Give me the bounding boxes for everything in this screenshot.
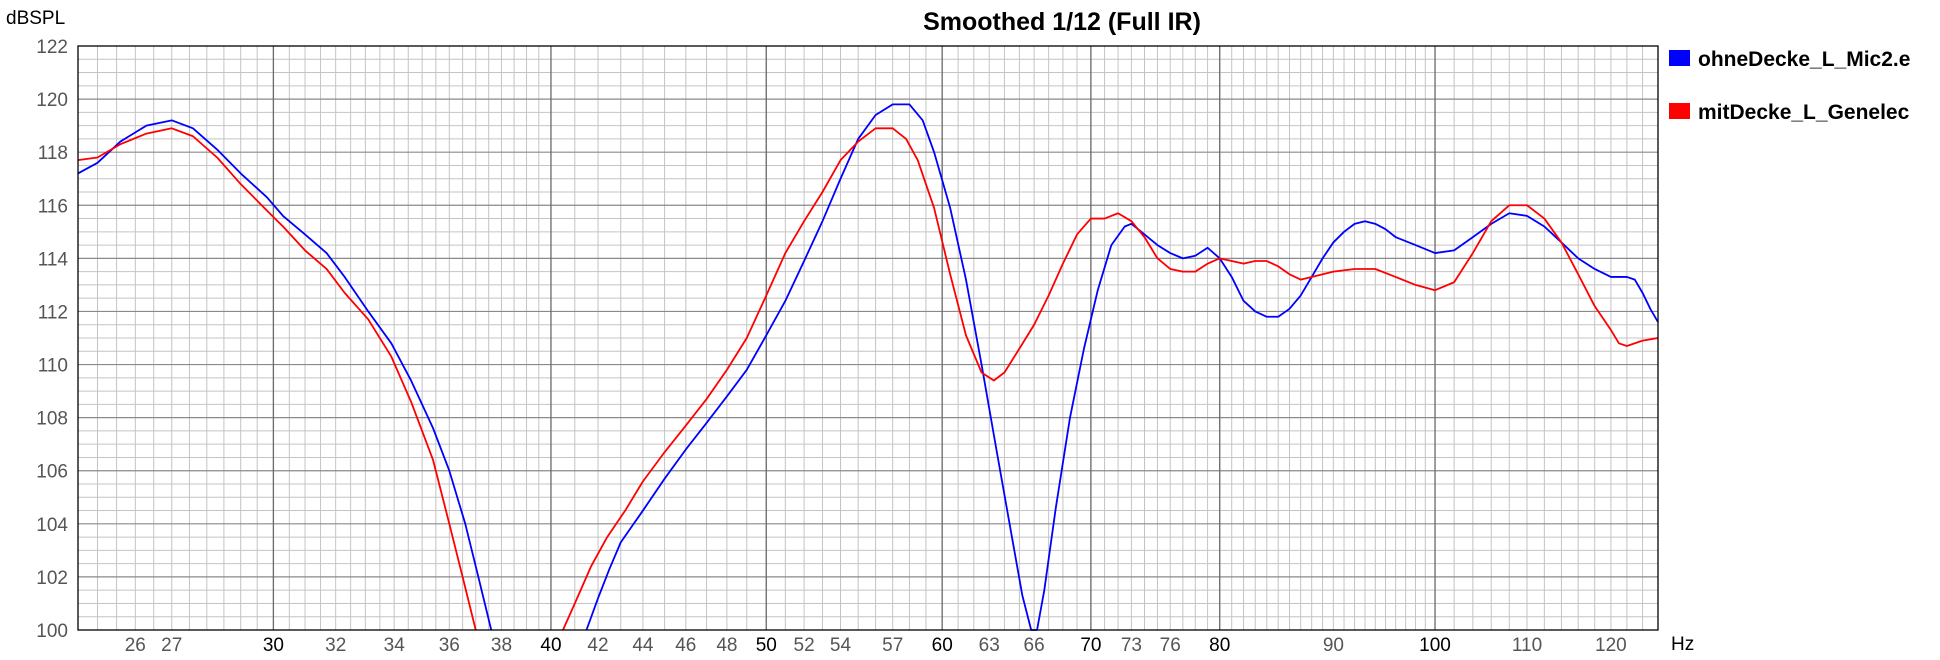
- y-tick-label: 100: [36, 621, 68, 642]
- x-tick-label-minor: 42: [587, 635, 608, 656]
- x-tick-label-minor: 34: [384, 635, 406, 656]
- grid: [78, 46, 1658, 630]
- legend: ohneDecke_L_Mic2.e mitDecke_L_Genelec: [1669, 48, 1910, 124]
- y-axis-unit-label: dBSPL: [6, 8, 65, 29]
- y-axis-ticks: 100 102 104 106 108 110 112 114 116 118 120 122: [36, 37, 68, 642]
- y-tick-label: 106: [36, 462, 68, 483]
- x-tick-label-major: 100: [1419, 635, 1451, 656]
- x-tick-label-minor: 32: [325, 635, 346, 656]
- x-tick-label-minor: 48: [716, 635, 737, 656]
- y-tick-label: 120: [36, 90, 68, 111]
- x-axis-ticks: 30 40 50 60 70 80 100 26 27 32 34 36 38 42 44 46 48 52 54 5…: [125, 635, 1627, 656]
- series-lines: [77, 103, 1659, 631]
- x-tick-label-minor: 73: [1121, 635, 1142, 656]
- y-tick-label: 102: [36, 568, 68, 589]
- x-tick-label-minor: 27: [161, 635, 182, 656]
- x-tick-label-minor: 66: [1024, 635, 1045, 656]
- series-line-1: [77, 119, 493, 631]
- legend-swatch-2: [1669, 103, 1690, 119]
- y-tick-label: 118: [38, 143, 68, 164]
- x-tick-label-minor: 90: [1323, 635, 1344, 656]
- x-tick-label-minor: 44: [632, 635, 654, 656]
- x-tick-label-minor: 76: [1160, 635, 1181, 656]
- legend-label-1: ohneDecke_L_Mic2.e: [1698, 48, 1910, 71]
- x-tick-label-major: 30: [263, 635, 284, 656]
- series-line-2: [77, 127, 477, 631]
- plot-frame: [77, 45, 1659, 631]
- y-tick-label: 112: [38, 303, 68, 324]
- chart-title: Smoothed 1/12 (Full IR): [923, 8, 1201, 36]
- x-tick-label-minor: 54: [830, 635, 852, 656]
- x-tick-label-minor: 57: [882, 635, 903, 656]
- y-tick-label: 104: [36, 515, 68, 536]
- x-tick-label-minor: 110: [1512, 635, 1542, 656]
- x-tick-label-minor: 26: [125, 635, 146, 656]
- legend-label-2: mitDecke_L_Genelec: [1698, 101, 1910, 124]
- x-tick-label-minor: 52: [794, 635, 815, 656]
- y-tick-label: 114: [38, 249, 69, 270]
- x-tick-label-minor: 120: [1595, 635, 1627, 656]
- x-tick-label-major: 50: [756, 635, 777, 656]
- series-line-1: [585, 103, 1659, 631]
- y-tick-label: 108: [36, 409, 68, 430]
- x-tick-label-minor: 63: [979, 635, 1000, 656]
- x-tick-label-minor: 38: [491, 635, 512, 656]
- x-tick-label-major: 60: [932, 635, 953, 656]
- x-tick-label-minor: 36: [439, 635, 460, 656]
- x-tick-label-major: 70: [1080, 635, 1101, 656]
- y-tick-label: 110: [38, 356, 68, 377]
- legend-swatch-1: [1669, 50, 1690, 66]
- x-tick-label-major: 80: [1209, 635, 1230, 656]
- x-axis-unit-label: Hz: [1671, 634, 1694, 655]
- y-tick-label: 116: [38, 196, 68, 217]
- y-tick-label: 122: [36, 37, 68, 58]
- series-line-2: [562, 127, 1659, 631]
- x-tick-label-major: 40: [540, 635, 561, 656]
- x-tick-label-minor: 46: [675, 635, 696, 656]
